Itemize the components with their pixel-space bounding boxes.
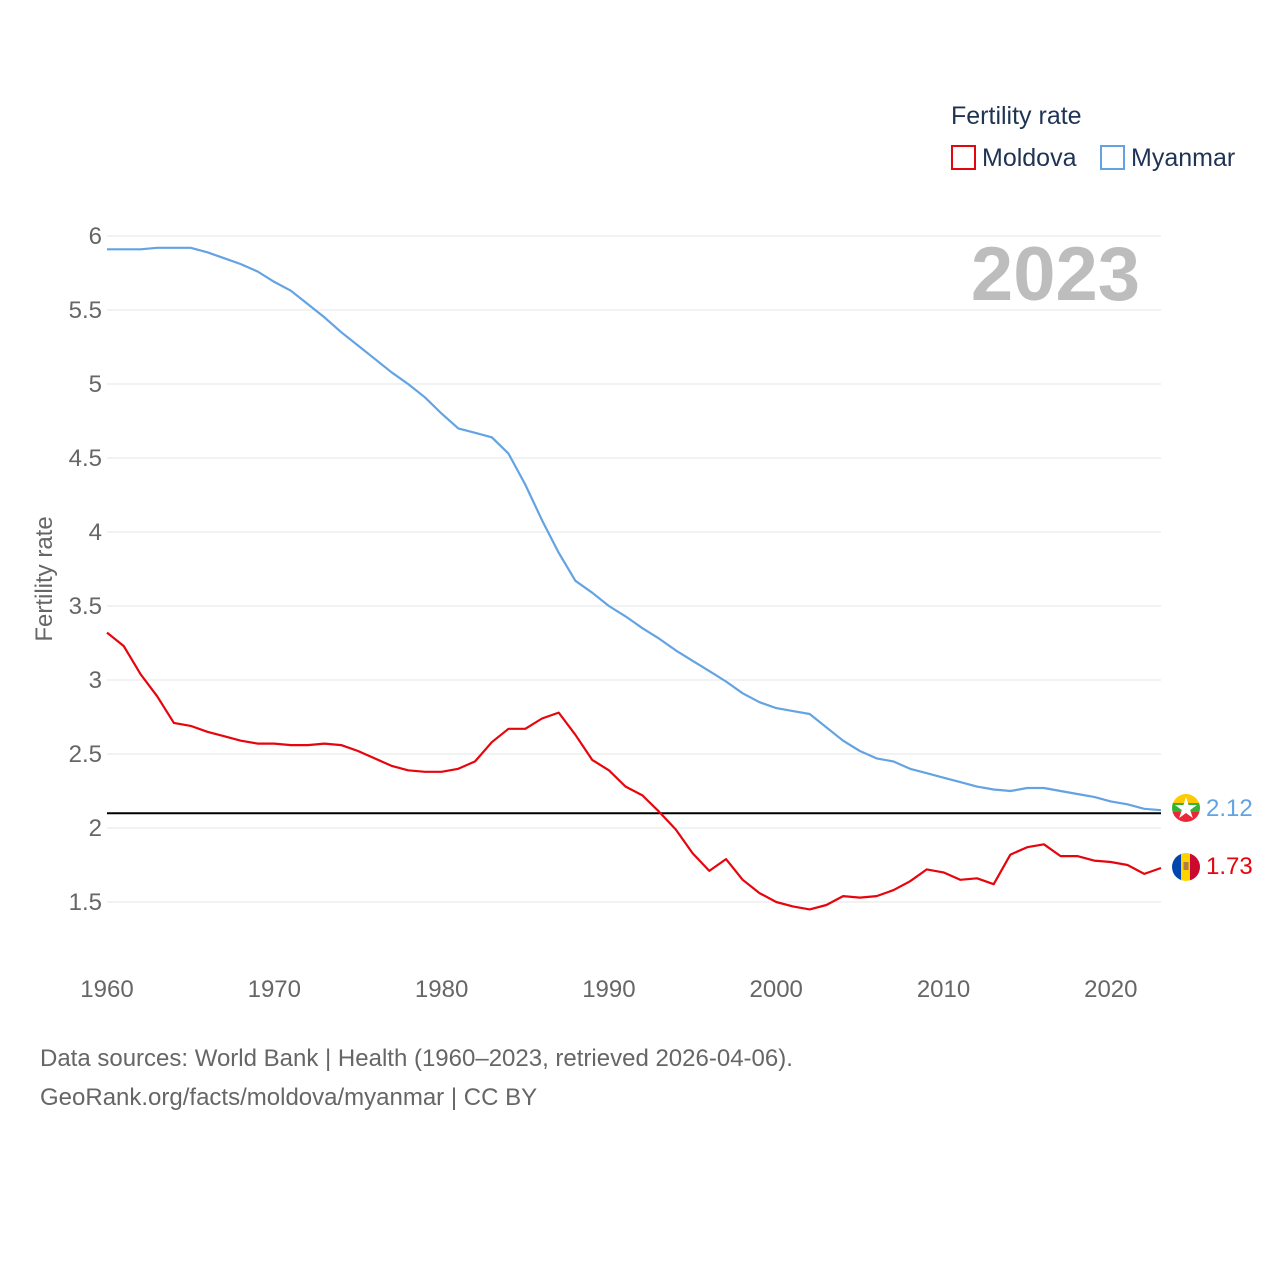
- gridlines: [107, 235, 1161, 903]
- y-tick-label: 5: [89, 371, 102, 398]
- y-tick-label: 2.5: [69, 741, 102, 768]
- y-tick-label: 4: [89, 519, 102, 546]
- y-tick-label: 1.5: [69, 889, 102, 916]
- x-tick-label: 1960: [80, 976, 133, 1003]
- y-axis-ticks: 6 5.5 5 4.5 4 3.5 3 2.5 2 1.5: [69, 223, 102, 916]
- x-tick-label: 2010: [917, 976, 970, 1003]
- x-tick-label: 1970: [248, 976, 301, 1003]
- legend-label-moldova[interactable]: Moldova: [982, 144, 1077, 172]
- y-tick-label: 6: [89, 223, 102, 250]
- legend-label-myanmar[interactable]: Myanmar: [1131, 144, 1235, 172]
- y-tick-label: 5.5: [69, 297, 102, 324]
- legend-swatch-moldova[interactable]: [951, 145, 976, 170]
- series-line-moldova[interactable]: [106, 631, 1162, 911]
- x-tick-label: 1980: [415, 976, 468, 1003]
- x-tick-label: 1990: [582, 976, 635, 1003]
- y-tick-label: 3.5: [69, 593, 102, 620]
- y-tick-label: 3: [89, 667, 102, 694]
- myanmar-end-value: 2.12: [1206, 795, 1253, 822]
- y-axis-label: Fertility rate: [31, 516, 58, 641]
- moldova-end-value: 1.73: [1206, 853, 1253, 880]
- source-note: Data sources: World Bank | Health (1960–…: [40, 1045, 793, 1072]
- legend-swatch-myanmar[interactable]: [1100, 145, 1125, 170]
- series-line-myanmar[interactable]: [107, 246, 1162, 812]
- x-tick-label: 2020: [1084, 976, 1137, 1003]
- legend: Fertility rate Moldova Myanmar: [951, 102, 1235, 172]
- legend-title: Fertility rate: [951, 102, 1082, 130]
- x-axis-ticks: 1960 1970 1980 1990 2000 2010 2020: [80, 976, 1137, 1003]
- y-tick-label: 2: [89, 815, 102, 842]
- y-tick-label: 4.5: [69, 445, 102, 472]
- year-label: 2023: [971, 232, 1140, 317]
- source-url[interactable]: GeoRank.org/facts/moldova/myanmar | CC B…: [40, 1084, 538, 1111]
- moldova-flag-icon: [1172, 853, 1200, 881]
- series-lines: [106, 246, 1162, 911]
- x-tick-label: 2000: [750, 976, 803, 1003]
- myanmar-flag-icon: [1172, 794, 1200, 822]
